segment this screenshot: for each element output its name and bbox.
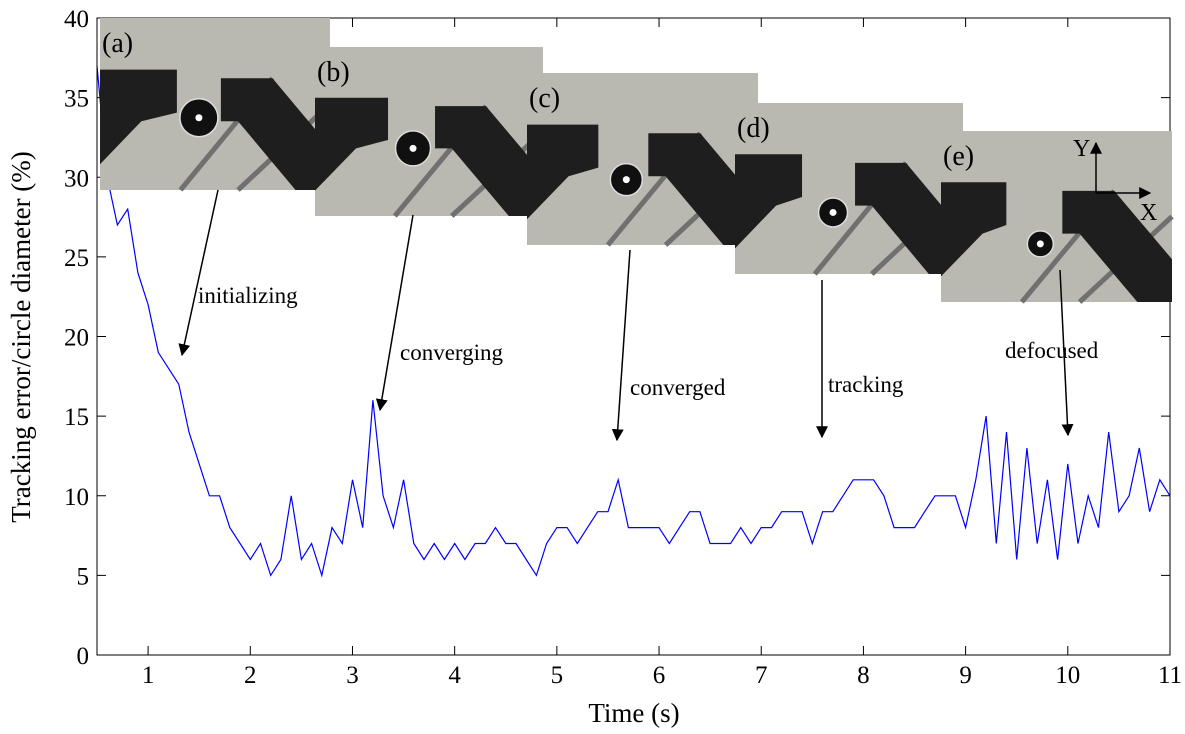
inset-gripper	[1062, 190, 1172, 302]
inset-gripper	[941, 182, 1007, 277]
x-axis-label: Time (s)	[588, 698, 679, 728]
annotation: defocused	[1005, 338, 1099, 363]
inset-label: (b)	[317, 57, 350, 88]
inset-image: (b)	[315, 47, 545, 218]
x-tick-label: 5	[551, 662, 564, 689]
annotation: converging	[400, 340, 504, 365]
inset-object-center	[1036, 240, 1044, 248]
inset-gripper	[435, 106, 543, 216]
annotation-arrow	[1059, 269, 1074, 437]
inset-label: (c)	[529, 83, 560, 114]
y-tick-label: 35	[64, 86, 89, 113]
inset-axis-label: Y	[1073, 136, 1090, 162]
x-tick-label: 11	[1158, 662, 1182, 689]
y-tick-label: 40	[64, 6, 89, 33]
inset-gripper	[735, 154, 803, 249]
inset-gripper	[315, 97, 389, 191]
x-tick-label: 9	[959, 662, 972, 689]
x-tick-label: 10	[1055, 662, 1080, 689]
inset-gripper	[100, 69, 177, 165]
inset-object-center	[622, 176, 630, 184]
inset-image: (d)	[735, 103, 965, 276]
annotation: tracking	[828, 372, 904, 397]
inset-gripper	[220, 78, 330, 190]
annotation-arrow	[178, 189, 219, 357]
inset-label: (d)	[737, 113, 770, 144]
plot-frame	[96, 17, 1171, 656]
inset-object-center	[829, 208, 837, 216]
annotation: initializing	[198, 283, 298, 308]
x-tick-label: 7	[755, 662, 768, 689]
x-tick-label: 6	[653, 662, 666, 689]
y-axis-label: Tracking error/circle diameter (%)	[6, 151, 36, 523]
y-tick-label: 20	[64, 325, 89, 352]
inset-gripper	[855, 162, 963, 274]
y-tick-label: 15	[64, 404, 89, 431]
inset-object-center	[195, 114, 203, 122]
inset-gripper	[648, 133, 758, 245]
data-line	[96, 65, 1171, 578]
x-tick-label: 1	[142, 662, 155, 689]
inset-image: (a)	[100, 18, 332, 192]
x-tick-label: 3	[346, 662, 359, 689]
inset-axis-label: X	[1140, 200, 1157, 226]
x-tick-label: 8	[857, 662, 870, 689]
y-tick-label: 10	[64, 484, 89, 511]
inset-gripper	[527, 124, 599, 220]
annotation: converged	[630, 375, 726, 400]
y-tick-label: 5	[77, 563, 90, 590]
annotation-arrow	[375, 214, 414, 412]
y-tick-label: 30	[64, 165, 89, 192]
inset-image: (c)	[527, 73, 760, 247]
x-tick-label: 4	[448, 662, 461, 689]
inset-object-center	[409, 144, 417, 152]
y-tick-label: 25	[64, 245, 89, 272]
inset-label: (a)	[102, 28, 133, 59]
inset-image: (e)	[941, 131, 1174, 304]
inset-label: (e)	[943, 141, 974, 172]
annotation-arrow	[611, 249, 631, 442]
x-tick-label: 2	[244, 662, 257, 689]
y-tick-label: 0	[77, 643, 90, 670]
